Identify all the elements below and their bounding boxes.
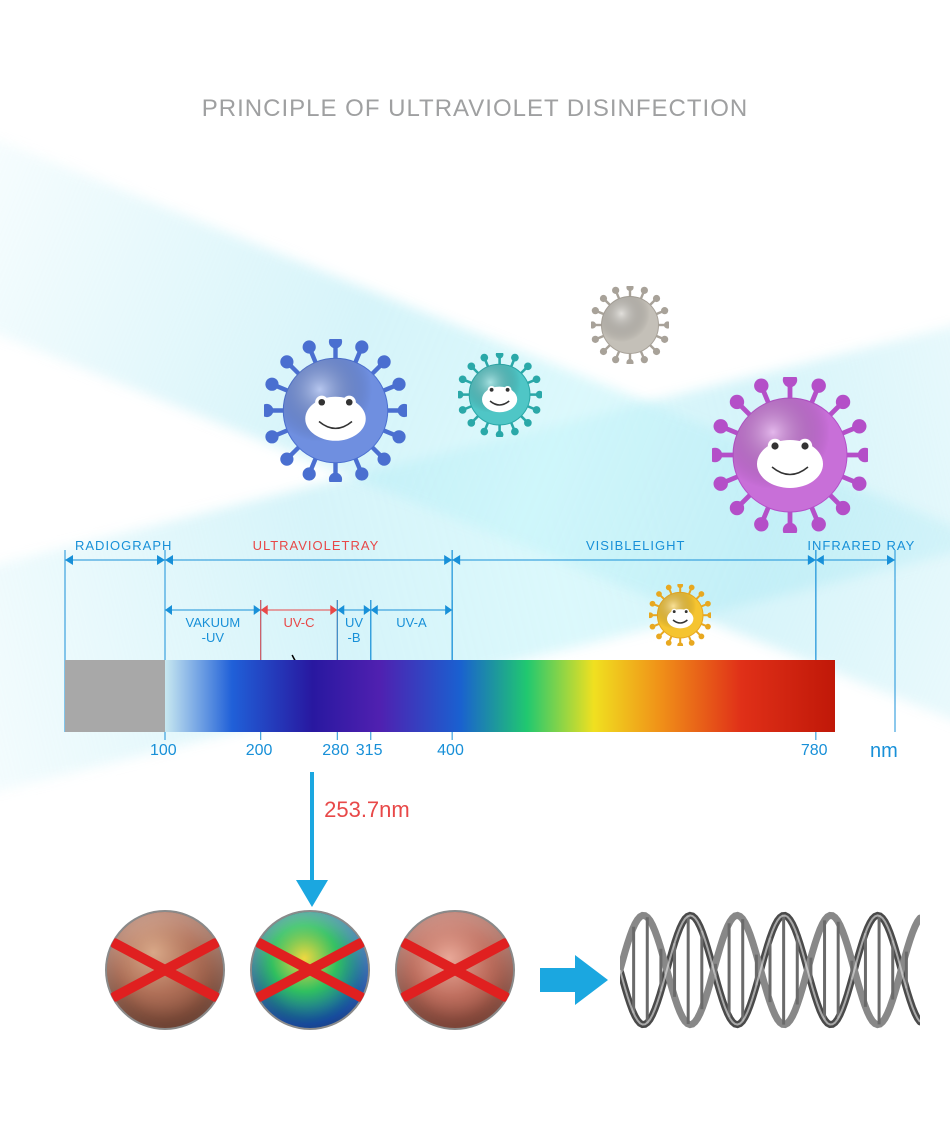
virus-icon: [591, 286, 669, 364]
spectrum-tick-label: 100: [150, 742, 177, 760]
spectrum-region-label: INFRARED RAY: [807, 538, 915, 553]
spectrum-subregion-label: UV-C: [269, 616, 329, 631]
spectrum-subregion-label: UV-B: [324, 616, 384, 646]
virus-icon: [712, 377, 868, 533]
germ-sample-icon: [250, 910, 370, 1030]
spectrum-region-label: VISIBLELIGHT: [586, 538, 685, 553]
spectrum-subregion-label: VAKUUM-UV: [183, 616, 243, 646]
germ-sample-icon: [395, 910, 515, 1030]
spectrum-tick-label: 400: [437, 742, 464, 760]
callout-arrow-icon: [282, 772, 342, 915]
spectrum-tick-label: 200: [246, 742, 273, 760]
radiograph-block: [65, 660, 165, 732]
page-title: PRINCIPLE OF ULTRAVIOLET DISINFECTION: [0, 95, 950, 123]
spectrum-region-label: ULTRAVIOLETRAY: [253, 538, 380, 553]
spectrum-tick-label: 315: [356, 742, 383, 760]
dna-helix-svg: [620, 905, 920, 1035]
spectrum-subregion-label: UV-A: [381, 616, 441, 631]
spectrum-tick-label: 280: [322, 742, 349, 760]
callout-value-label: 253.7nm: [324, 797, 410, 823]
spectrum-unit-label: nm: [870, 740, 898, 763]
virus-icon: [458, 353, 541, 436]
germ-sample-icon: [105, 910, 225, 1030]
virus-icon: [264, 339, 407, 482]
spectrum-region-label: RADIOGRAPH: [75, 538, 172, 553]
spectrum-tick-label: 780: [801, 742, 828, 760]
spectrum-gradient-bar: [165, 660, 835, 732]
arrow-right-icon: [540, 950, 610, 1010]
spectrum-diagram: RADIOGRAPHULTRAVIOLETRAYVISIBLELIGHTINFR…: [30, 555, 920, 815]
